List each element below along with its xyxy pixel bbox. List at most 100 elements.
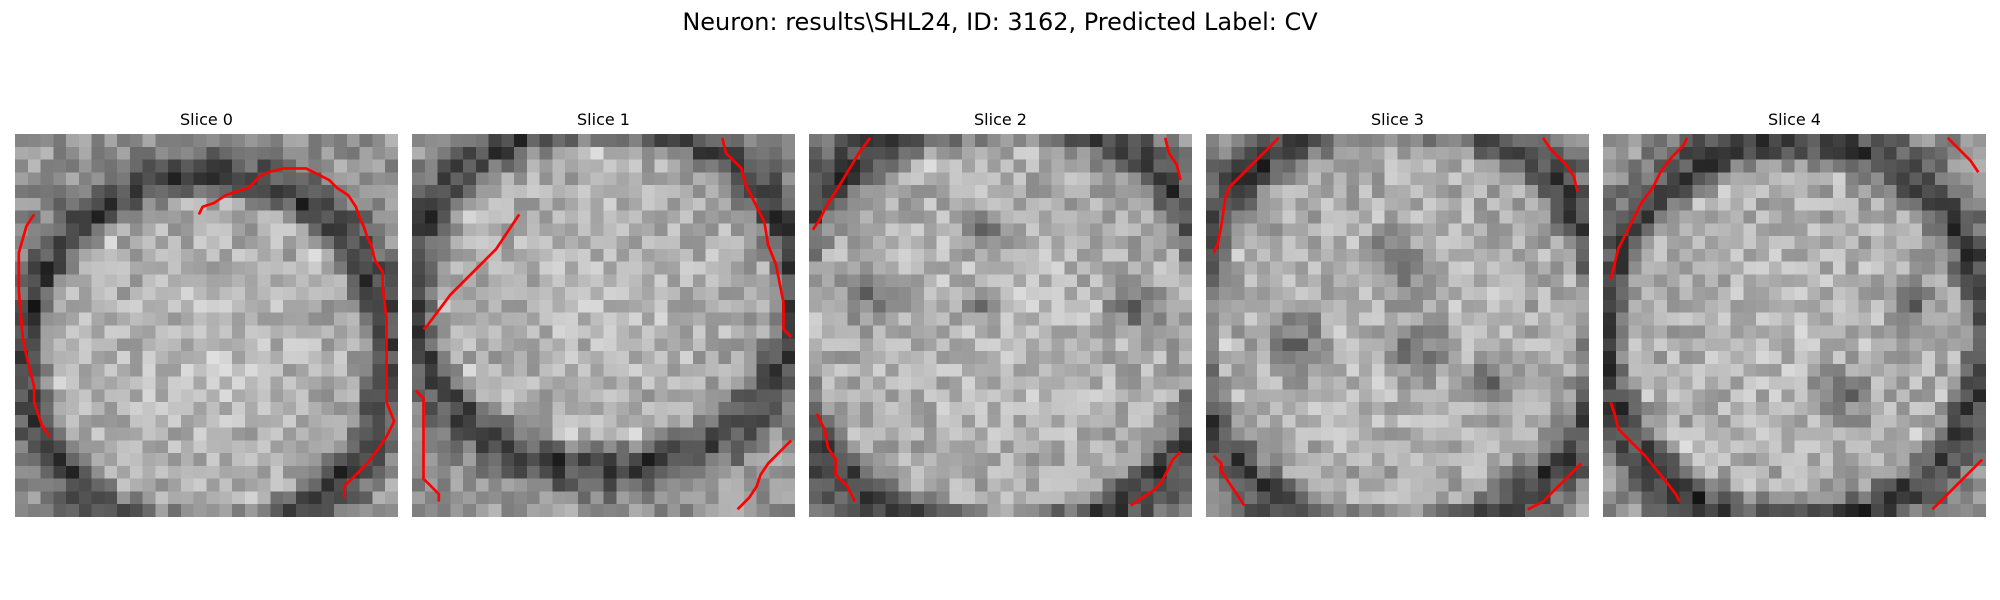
pixel — [1512, 504, 1526, 517]
pixel — [1499, 236, 1513, 250]
pixel — [424, 465, 438, 479]
pixel — [1807, 210, 1821, 224]
pixel — [974, 504, 988, 517]
pixel — [1166, 414, 1180, 428]
pixel — [974, 210, 988, 224]
pixel — [1922, 134, 1936, 147]
pixel — [488, 376, 502, 390]
pixel — [962, 414, 976, 428]
pixel — [1461, 248, 1475, 262]
pixel — [1257, 261, 1271, 275]
pixel — [1269, 159, 1283, 173]
pixel — [1858, 440, 1872, 454]
pixel — [1679, 478, 1693, 492]
pixel — [692, 351, 706, 364]
pixel — [1461, 236, 1475, 250]
pixel — [692, 402, 706, 416]
pixel — [923, 376, 937, 390]
pixel — [1026, 134, 1039, 147]
pixel — [1486, 491, 1500, 505]
pixel — [1089, 146, 1103, 160]
pixel — [1743, 363, 1757, 377]
pixel — [1537, 389, 1551, 403]
pixel — [1423, 172, 1436, 186]
pixel — [667, 210, 681, 224]
contour-line-0 — [811, 137, 872, 231]
pixel — [654, 210, 668, 224]
pixel — [629, 427, 642, 441]
pixel — [718, 159, 732, 173]
pixel — [1474, 376, 1488, 390]
pixel — [539, 287, 553, 301]
pixel — [1384, 172, 1398, 186]
pixel — [424, 376, 438, 390]
pixel — [463, 504, 477, 517]
pixel — [1603, 453, 1616, 467]
pixel — [308, 146, 322, 160]
pixel — [577, 210, 591, 224]
pixel — [424, 414, 438, 428]
pixel — [1089, 389, 1103, 403]
pixel — [1871, 197, 1885, 211]
pixel — [1140, 402, 1154, 416]
pixel — [552, 414, 566, 428]
pixel — [1320, 223, 1334, 237]
pixel — [1628, 338, 1642, 352]
pixel — [117, 236, 131, 250]
pixel — [1756, 504, 1770, 517]
pixel — [1346, 440, 1360, 454]
pixel — [450, 504, 464, 517]
pixel — [1845, 236, 1859, 250]
pixel — [1550, 312, 1564, 326]
pixel — [1550, 363, 1564, 377]
pixel — [66, 287, 80, 301]
pixel — [1576, 389, 1589, 403]
pixel — [1641, 146, 1655, 160]
pixel — [949, 338, 963, 352]
pixel — [1128, 261, 1142, 275]
pixel — [334, 427, 348, 441]
pixel — [1153, 312, 1167, 326]
pixel — [1550, 159, 1564, 173]
pixel — [962, 146, 976, 160]
pixel — [1794, 478, 1808, 492]
pixel — [219, 159, 233, 173]
pixel — [1410, 248, 1424, 262]
pixel — [1026, 440, 1039, 454]
pixel — [1257, 248, 1271, 262]
pixel — [1883, 414, 1897, 428]
pixel — [1603, 299, 1616, 313]
pixel — [1960, 504, 1974, 517]
pixel — [321, 274, 335, 288]
pixel — [1461, 223, 1475, 237]
pixel — [1346, 491, 1360, 505]
pixel — [654, 299, 668, 313]
pixel — [1947, 478, 1961, 492]
pixel — [1603, 287, 1616, 301]
pixel — [1679, 274, 1693, 288]
pixel — [1807, 287, 1821, 301]
pixel — [1153, 453, 1167, 467]
pixel — [629, 376, 642, 390]
pixel — [1000, 159, 1014, 173]
pixel — [129, 172, 143, 186]
pixel — [654, 338, 668, 352]
pixel — [782, 402, 795, 416]
pixel — [1474, 185, 1488, 199]
pixel — [1934, 159, 1948, 173]
pixel — [1000, 299, 1014, 313]
pixel — [1179, 414, 1192, 428]
pixel — [78, 453, 92, 467]
pixel — [1717, 402, 1731, 416]
pixel — [603, 351, 617, 364]
pixel — [1692, 325, 1706, 339]
pixel — [769, 159, 783, 173]
pixel — [769, 376, 783, 390]
pixel — [1282, 402, 1296, 416]
pixel — [1397, 325, 1411, 339]
pixel — [526, 338, 540, 352]
pixel — [616, 159, 630, 173]
pixel — [1474, 363, 1488, 377]
pixel — [1448, 299, 1462, 313]
pixel — [1153, 325, 1167, 339]
